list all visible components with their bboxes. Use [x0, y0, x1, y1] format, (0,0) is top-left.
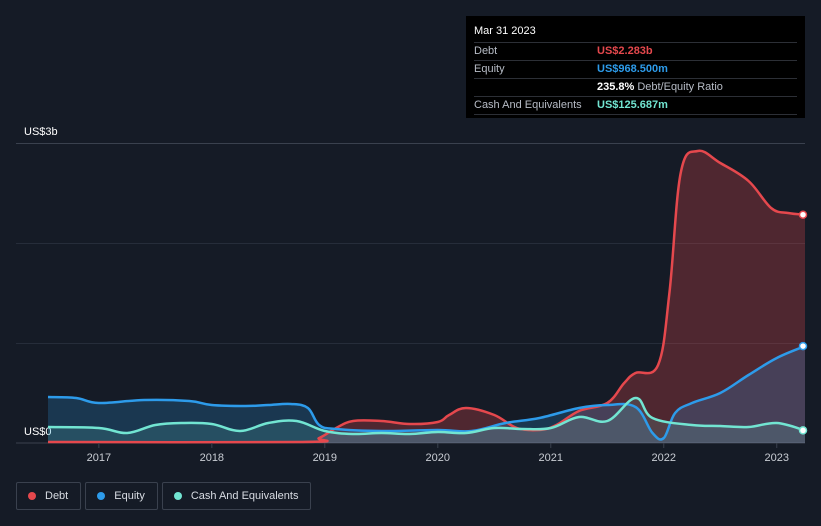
- series-area-debt: [48, 150, 805, 443]
- legend-item-equity[interactable]: Equity: [85, 482, 158, 510]
- x-tick-label-2022: 2022: [652, 452, 676, 464]
- series-endpoint-equity[interactable]: [798, 341, 808, 351]
- legend-item-debt[interactable]: Debt: [16, 482, 82, 510]
- tooltip-debt-value: US$2.283b: [597, 45, 653, 57]
- series-area-equity: [48, 346, 805, 443]
- x-tick-label-2023: 2023: [765, 452, 789, 464]
- series-endpoint-debt[interactable]: [798, 210, 808, 219]
- series-endpoint-cash-and-equivalents[interactable]: [798, 426, 808, 435]
- x-tick-label-2019: 2019: [313, 452, 337, 464]
- series-line-cash-and-equivalents: [47, 396, 806, 436]
- tooltip-equity-value: US$968.500m: [597, 63, 668, 75]
- tooltip-equity-label: Equity: [474, 63, 505, 75]
- tooltip-date: Mar 31 2023: [474, 22, 797, 43]
- tooltip-row-equity: Equity US$968.500m: [474, 61, 797, 79]
- x-tick-label-2017: 2017: [87, 452, 111, 464]
- tooltip-row-ratio: 235.8% Debt/Equity Ratio: [474, 79, 797, 96]
- tooltip-cash-label: Cash And Equivalents: [474, 99, 582, 111]
- legend-cash-label: Cash And Equivalents: [190, 490, 299, 502]
- tooltip-row-debt: Debt US$2.283b: [474, 43, 797, 61]
- tooltip-row-cash: Cash And Equivalents US$125.687m: [474, 96, 797, 115]
- tooltip-ratio-caption: Debt/Equity Ratio: [637, 81, 723, 93]
- y-tick-label-max: US$3b: [24, 126, 58, 138]
- series-line-equity: [47, 344, 806, 441]
- data-tooltip: Mar 31 2023 Debt US$2.283b Equity US$968…: [466, 16, 805, 118]
- x-tick-label-2020: 2020: [426, 452, 450, 464]
- x-tick-label-2021: 2021: [539, 452, 563, 464]
- tooltip-debt-label: Debt: [474, 45, 498, 57]
- legend-debt-label: Debt: [45, 490, 69, 502]
- legend-cash-dot-icon: [173, 492, 182, 500]
- legend-item-cash[interactable]: Cash And Equivalents: [161, 482, 312, 510]
- y-tick-label-zero: US$0: [24, 426, 52, 438]
- tooltip-ratio-label: [474, 79, 597, 96]
- legend-equity-label: Equity: [114, 490, 145, 502]
- legend-debt-dot-icon: [28, 492, 36, 500]
- chart-legend: Debt Equity Cash And Equivalents: [16, 482, 315, 510]
- tooltip-cash-value: US$125.687m: [597, 99, 668, 111]
- tooltip-ratio-value: 235.8%: [597, 81, 635, 93]
- x-tick-label-2018: 2018: [200, 452, 224, 464]
- legend-equity-dot-icon: [97, 492, 106, 500]
